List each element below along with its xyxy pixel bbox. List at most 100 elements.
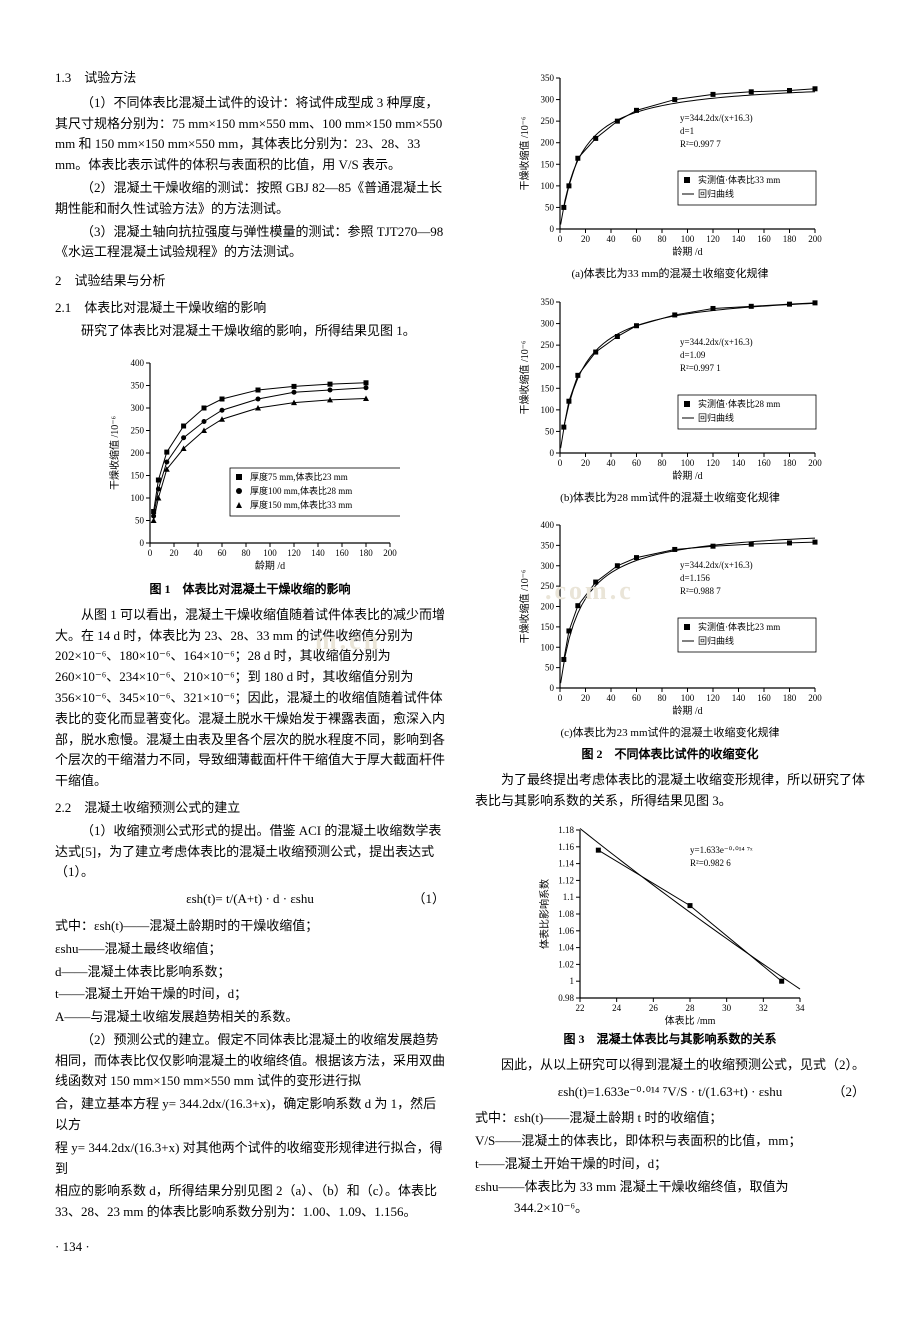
p-right-1: 为了最终提出考虑体表比的混凝土收缩变形规律，所以研究了体表比与其影响系数的关系，… <box>475 770 865 812</box>
svg-text:150: 150 <box>541 383 555 393</box>
svg-text:100: 100 <box>131 493 145 503</box>
def-t: t——混凝土开始干燥的时间，d； <box>55 984 445 1005</box>
svg-text:140: 140 <box>732 458 746 468</box>
equation-2: εsh(t)=1.633e⁻⁰·⁰¹⁴ ⁷V/S · t/(1.63+t) · … <box>475 1082 865 1103</box>
svg-text:140: 140 <box>732 693 746 703</box>
svg-text:28: 28 <box>686 1003 696 1013</box>
svg-text:干燥收缩值 /10⁻⁶: 干燥收缩值 /10⁻⁶ <box>518 569 531 644</box>
svg-text:R²=0.988 7: R²=0.988 7 <box>680 586 721 596</box>
svg-text:350: 350 <box>541 73 555 83</box>
fig2b-subcap: (b)体表比为28 mm试件的混凝土收缩变化规律 <box>475 490 865 508</box>
svg-text:1: 1 <box>570 976 575 986</box>
svg-text:回归曲线: 回归曲线 <box>698 412 734 423</box>
svg-text:24: 24 <box>612 1003 622 1013</box>
svg-text:200: 200 <box>541 138 555 148</box>
svg-text:干燥收缩值 /10⁻⁶: 干燥收缩值 /10⁻⁶ <box>108 415 121 490</box>
fig3-chart: 222426283032340.9811.021.041.061.081.11.… <box>475 818 865 1028</box>
svg-text:180: 180 <box>359 548 373 558</box>
svg-text:180: 180 <box>783 234 797 244</box>
fig1-caption: 图 1 体表比对混凝土干燥收缩的影响 <box>55 580 445 599</box>
p-1-3-3: （3）混凝土轴向抗拉强度与弹性模量的测试：参照 TJT270—98《水运工程混凝… <box>55 222 445 264</box>
svg-text:0: 0 <box>558 234 563 244</box>
svg-text:100: 100 <box>681 234 695 244</box>
svg-text:200: 200 <box>383 548 397 558</box>
fig3-caption: 图 3 混凝土体表比与其影响系数的关系 <box>475 1030 865 1049</box>
svg-text:实测值·体表比28 mm: 实测值·体表比28 mm <box>698 398 780 409</box>
svg-text:40: 40 <box>607 234 617 244</box>
fig2a-subcap: (a)体表比为33 mm的混凝土收缩变化规律 <box>475 266 865 284</box>
fig2a-chart: 0204060801001201401601802000501001502002… <box>475 66 865 264</box>
svg-text:250: 250 <box>541 340 555 350</box>
svg-text:d=1.156: d=1.156 <box>680 573 710 583</box>
svg-text:y=344.2dx/(x+16.3): y=344.2dx/(x+16.3) <box>680 560 753 570</box>
svg-text:300: 300 <box>131 403 145 413</box>
svg-text:160: 160 <box>757 234 771 244</box>
svg-text:60: 60 <box>632 693 642 703</box>
svg-text:龄期 /d: 龄期 /d <box>672 704 702 717</box>
svg-text:150: 150 <box>541 159 555 169</box>
svg-text:0: 0 <box>550 224 555 234</box>
svg-text:140: 140 <box>732 234 746 244</box>
eq2-body: εsh(t)=1.633e⁻⁰·⁰¹⁴ ⁷V/S · t/(1.63+t) · … <box>558 1084 782 1099</box>
svg-text:140: 140 <box>311 548 325 558</box>
svg-text:1.02: 1.02 <box>558 959 574 969</box>
def-r-vs: V/S——混凝土的体表比，即体积与表面积的比值，mm； <box>475 1131 865 1152</box>
svg-text:200: 200 <box>808 234 822 244</box>
svg-text:100: 100 <box>263 548 277 558</box>
svg-text:22: 22 <box>576 1003 585 1013</box>
svg-text:120: 120 <box>287 548 301 558</box>
svg-text:1.18: 1.18 <box>558 825 574 835</box>
svg-text:350: 350 <box>541 541 555 551</box>
def-eps-shu: εshu——混凝土最终收缩值； <box>55 939 445 960</box>
p-2-1-intro: 研究了体表比对混凝土干燥收缩的影响，所得结果见图 1。 <box>55 321 445 342</box>
svg-text:80: 80 <box>658 234 668 244</box>
svg-text:20: 20 <box>170 548 180 558</box>
svg-text:150: 150 <box>541 622 555 632</box>
svg-text:厚度75 mm,体表比23 mm: 厚度75 mm,体表比23 mm <box>250 471 348 482</box>
svg-text:300: 300 <box>541 95 555 105</box>
svg-text:80: 80 <box>658 693 668 703</box>
svg-text:300: 300 <box>541 318 555 328</box>
svg-text:1.08: 1.08 <box>558 909 574 919</box>
def-d: d——混凝土体表比影响系数； <box>55 962 445 983</box>
svg-text:实测值·体表比23 mm: 实测值·体表比23 mm <box>698 621 780 632</box>
svg-text:20: 20 <box>581 693 591 703</box>
svg-text:d=1.09: d=1.09 <box>680 350 706 360</box>
svg-text:150: 150 <box>131 470 145 480</box>
fig2b-chart: 0204060801001201401601802000501001502002… <box>475 290 865 488</box>
svg-text:50: 50 <box>545 426 555 436</box>
svg-text:60: 60 <box>632 234 642 244</box>
svg-text:40: 40 <box>607 458 617 468</box>
def-eps-sh-t: 式中：εsh(t)——混凝土龄期时的干燥收缩值； <box>55 916 445 937</box>
svg-text:y=1.633e⁻⁰·⁰¹⁴ ⁷ˣ: y=1.633e⁻⁰·⁰¹⁴ ⁷ˣ <box>690 845 753 855</box>
svg-text:60: 60 <box>218 548 228 558</box>
svg-text:1.16: 1.16 <box>558 841 574 851</box>
svg-text:160: 160 <box>757 693 771 703</box>
svg-text:40: 40 <box>607 693 617 703</box>
svg-text:80: 80 <box>658 458 668 468</box>
eq1-num: （1） <box>412 889 445 910</box>
svg-text:实测值·体表比33 mm: 实测值·体表比33 mm <box>698 174 780 185</box>
svg-text:100: 100 <box>541 181 555 191</box>
svg-text:20: 20 <box>581 458 591 468</box>
svg-text:龄期 /d: 龄期 /d <box>672 245 702 258</box>
svg-text:160: 160 <box>757 458 771 468</box>
page-number: · 134 · <box>55 1237 445 1258</box>
svg-text:100: 100 <box>541 404 555 414</box>
svg-text:1.04: 1.04 <box>558 942 574 952</box>
svg-text:30: 30 <box>722 1003 732 1013</box>
svg-text:y=344.2dx/(x+16.3): y=344.2dx/(x+16.3) <box>680 337 753 347</box>
def-r-t: t——混凝土开始干燥的时间，d； <box>475 1154 865 1175</box>
svg-text:50: 50 <box>135 515 145 525</box>
svg-text:400: 400 <box>131 358 145 368</box>
svg-text:50: 50 <box>545 202 555 212</box>
svg-text:1.14: 1.14 <box>558 858 574 868</box>
p-2-2-2d: 相应的影响系数 d，所得结果分别见图 2（a）、（b）和（c）。体表比 33、2… <box>55 1181 445 1223</box>
svg-text:200: 200 <box>131 448 145 458</box>
svg-text:350: 350 <box>131 380 145 390</box>
svg-text:1.1: 1.1 <box>563 892 574 902</box>
svg-text:180: 180 <box>783 458 797 468</box>
svg-text:1.06: 1.06 <box>558 925 574 935</box>
svg-text:龄期 /d: 龄期 /d <box>255 559 285 572</box>
svg-text:20: 20 <box>581 234 591 244</box>
